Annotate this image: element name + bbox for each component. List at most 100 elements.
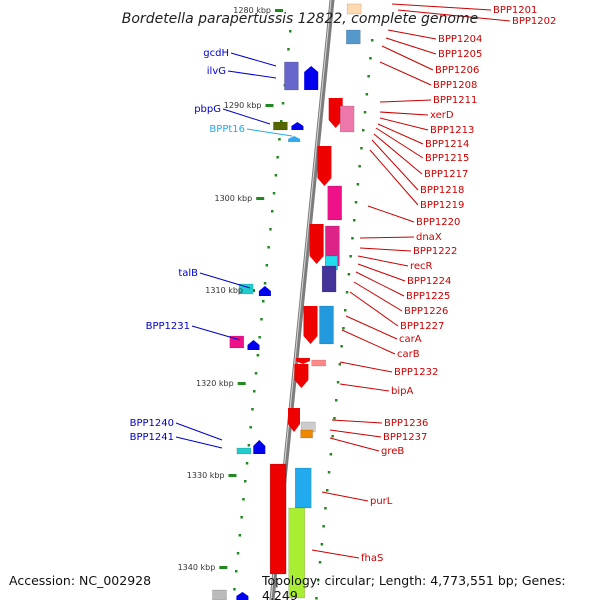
track-dot [331,435,334,438]
track-dot [254,372,258,375]
track-dot [267,246,270,249]
gene-feature [238,283,254,295]
gene-feature [291,122,304,130]
track-dot [256,354,260,357]
gene-leader-line [349,291,399,327]
gene-feature [317,146,332,186]
scale-label: 1290 kbp [224,101,262,110]
scale-label: 1280 kbp [233,6,271,15]
track-dot [335,399,338,402]
track-dot [353,219,356,222]
gene-label: BPP1241 [130,432,174,443]
gene-feature [236,592,249,600]
gene-label: BPP1214 [425,139,469,150]
gene-leader-line [369,149,419,206]
track-dot [371,39,374,42]
gene-feature [327,185,342,221]
gene-feature [300,429,313,439]
gene-leader-line [355,271,405,297]
track-dot [354,201,358,204]
gene-leader-line [379,111,429,116]
gene-feature [294,467,312,509]
gene-label: BPP1215 [425,153,469,164]
map-title: Bordetella parapertussis 12822, complete… [121,11,479,27]
track-dot [253,390,256,393]
scale-label: 1340 kbp [178,563,216,572]
track-dot [265,264,269,267]
gene-label: BPP1211 [433,95,477,106]
gene-label: BPP1227 [400,321,444,332]
gene-feature [319,305,334,345]
gene-feature [258,286,271,296]
track-dot [315,597,318,600]
track-dot [278,138,281,141]
track-dot [276,156,279,159]
track-dot [345,291,349,294]
track-dot [289,30,292,33]
gene-leader-line [341,329,396,355]
scale-label: 1330 kbp [187,471,225,480]
track-dot [329,453,333,456]
gene-leader-line [353,281,403,312]
track-dot [336,381,340,384]
gene-leader-line [246,128,293,137]
gene-leader-line [175,436,223,449]
track-dot [272,192,276,195]
gene-leader-line [379,61,432,86]
track-dot [340,345,343,348]
gene-label: BPP1202 [512,16,556,27]
gene-label: BPP1217 [424,169,468,180]
track-dot [233,588,236,591]
track-dot [358,165,361,168]
track-dot [333,417,336,420]
gene-label: BPPt16 [209,124,245,135]
track-dot [242,498,245,501]
track-dot [344,309,347,312]
track-dot [235,570,238,573]
gene-label: greB [381,446,404,457]
gene-leader-line [379,117,429,131]
track-dot [249,426,252,429]
gene-label: talB [178,268,198,279]
track-dot [356,183,360,186]
gene-label: carB [397,349,420,360]
scale-label: 1300 kbp [214,194,252,203]
track-dot [262,300,265,303]
gene-label: pbpG [194,104,221,115]
track-dot [274,174,278,177]
gene-label: BPP1232 [394,367,438,378]
gene-label: gcdH [203,48,229,59]
gene-feature [328,98,343,128]
track-dot [324,507,327,510]
gene-leader-line [367,205,415,223]
track-dot [269,228,272,231]
gene-label: bipA [391,386,413,397]
gene-leader-line [331,419,383,424]
track-dot [245,462,249,465]
gene-label: purL [370,496,393,507]
gene-feature [284,61,299,91]
gene-leader-line [339,361,393,373]
track-dot [327,471,331,474]
gene-label: xerD [430,110,454,121]
track-dot [251,408,254,411]
track-dot [320,543,324,546]
gene-label: BPP1220 [416,217,460,228]
track-dot [260,318,263,321]
gene-label: ilvG [207,66,226,77]
gene-label: BPP1222 [413,246,457,257]
track-dot [367,75,370,78]
gene-feature [346,29,361,45]
track-dot [363,111,367,114]
gene-label: carA [399,334,422,345]
gene-feature [304,66,319,90]
gene-label: BPP1237 [383,432,427,443]
track-dot [362,129,365,132]
gene-feature [288,507,305,599]
gene-leader-line [175,422,223,441]
gene-leader-line [375,127,424,159]
gene-label: BPP1205 [438,49,482,60]
track-dot [351,237,354,240]
track-dot [318,561,322,564]
